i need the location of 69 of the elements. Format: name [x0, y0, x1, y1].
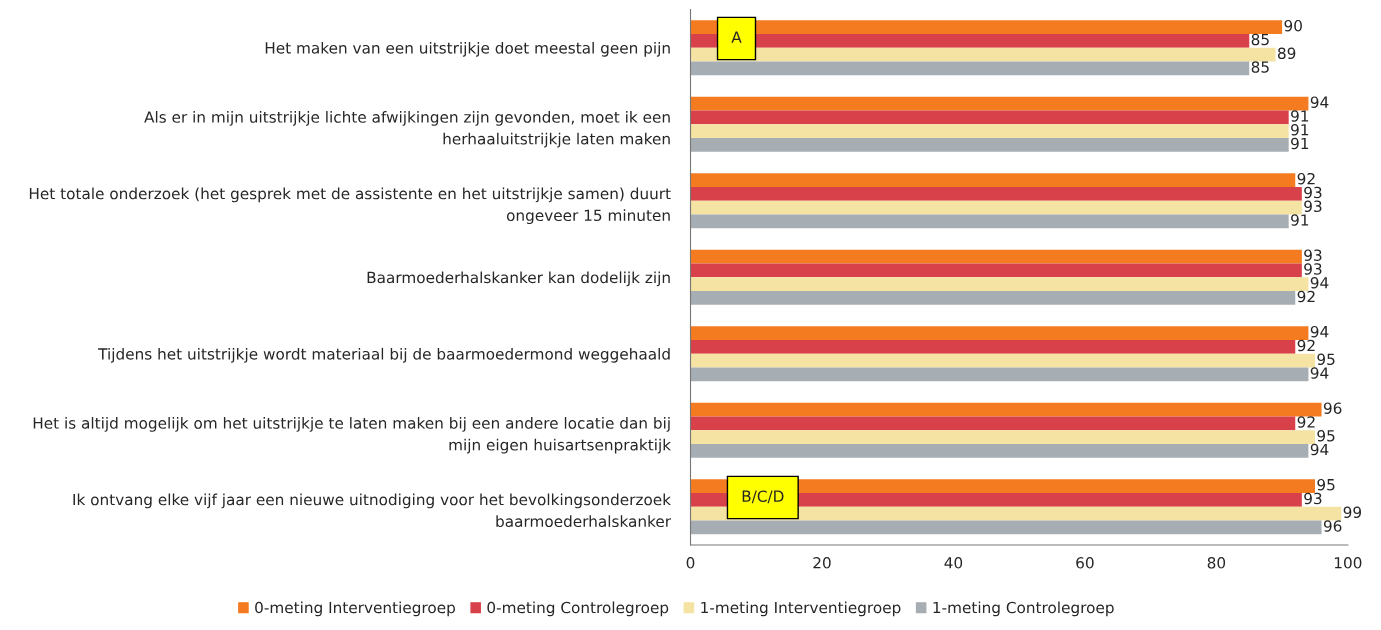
data-label: 89 [1277, 47, 1296, 60]
data-label: 91 [1291, 123, 1309, 136]
y-tick-label: Het is altijd mogelijk om het uitstrijkje te laten maken bij een andere locatie dan bij mijn eigen huisartsenpraktijk [33, 417, 672, 454]
data-label: 93 [1304, 492, 1322, 505]
bar [690, 137, 1289, 152]
bar [690, 61, 1250, 76]
bar [690, 124, 1289, 138]
bar [690, 200, 1302, 215]
bar [690, 443, 1309, 458]
data-label: 91 [1291, 137, 1309, 150]
y-tick-label: Tijdens het uitstrijkje wordt materiaal bij de baarmoedermond weggehaald [98, 347, 670, 363]
annotation: A [731, 31, 742, 43]
x-tick-label: 40 [944, 557, 963, 569]
bar [690, 430, 1315, 444]
bar [690, 402, 1322, 417]
x-tick-label: 80 [1207, 557, 1226, 569]
data-label: 92 [1297, 416, 1315, 428]
bar [690, 339, 1296, 354]
bar [690, 520, 1322, 535]
bar [690, 277, 1309, 291]
bar [690, 96, 1309, 111]
data-label: 85 [1251, 61, 1269, 73]
legend-label: 1-meting Interventiegroep [701, 601, 901, 617]
data-label: 93 [1304, 263, 1322, 275]
data-label: 94 [1310, 325, 1329, 338]
data-label: 95 [1317, 478, 1335, 491]
bar [690, 186, 1302, 201]
data-label: 94 [1310, 443, 1329, 456]
data-label: 95 [1317, 429, 1335, 442]
data-label: 96 [1323, 402, 1342, 414]
legend-label: 1-meting Controlegroep [933, 601, 1114, 617]
data-label: 90 [1284, 19, 1302, 32]
data-label: 94 [1310, 367, 1329, 379]
bar [690, 353, 1315, 368]
bar [690, 263, 1302, 278]
x-tick-label: 20 [813, 557, 831, 569]
y-tick-label: Ik ontvang elke vijf jaar een nieuwe uitnodiging voor het bevolkingsonderzoek baarmoederhalskanker [73, 493, 672, 528]
data-label: 93 [1304, 186, 1322, 199]
x-tick-label: 60 [1076, 557, 1094, 569]
data-label: 85 [1251, 33, 1269, 46]
y-tick-label: Baarmoederhalskanker kan dodelijk zijn [367, 271, 670, 287]
bar [690, 249, 1302, 264]
bar [690, 367, 1309, 382]
data-label: 96 [1323, 520, 1342, 532]
y-tick-label: Als er in mijn uitstrijkje lichte afwijkingen zijn gevonden, moet ik een herhaaluitstrijkje laten maken [144, 111, 670, 148]
data-label: 93 [1304, 200, 1322, 213]
annotation: B/C/D [742, 490, 784, 504]
bar [690, 214, 1289, 229]
data-label: 94 [1310, 96, 1329, 108]
y-tick-label: Het totale onderzoek (het gesprek met de assistente en het uitstrijkje samen) duurt ongeveer 15 minuten [29, 187, 671, 225]
data-label: 95 [1317, 353, 1335, 366]
data-label: 93 [1304, 249, 1322, 261]
data-label: 92 [1297, 290, 1315, 303]
y-tick-label: Het maken van een uitstrijkje doet meestal geen pijn [265, 41, 670, 57]
legend-label: 0-meting Interventiegroep [255, 601, 455, 617]
bar [690, 326, 1309, 340]
bar [690, 173, 1296, 187]
data-label: 99 [1343, 506, 1362, 519]
legend-label: 0-meting Controlegroep [487, 601, 669, 617]
data-label: 91 [1291, 110, 1309, 122]
bar [690, 110, 1289, 125]
data-label: 94 [1310, 276, 1329, 289]
data-label: 92 [1297, 339, 1315, 352]
x-tick-label: 100 [1334, 557, 1362, 569]
data-label: 91 [1291, 214, 1309, 226]
bar [690, 416, 1296, 431]
bar [690, 290, 1296, 305]
data-label: 92 [1297, 172, 1315, 185]
x-tick-label: 0 [686, 557, 695, 569]
